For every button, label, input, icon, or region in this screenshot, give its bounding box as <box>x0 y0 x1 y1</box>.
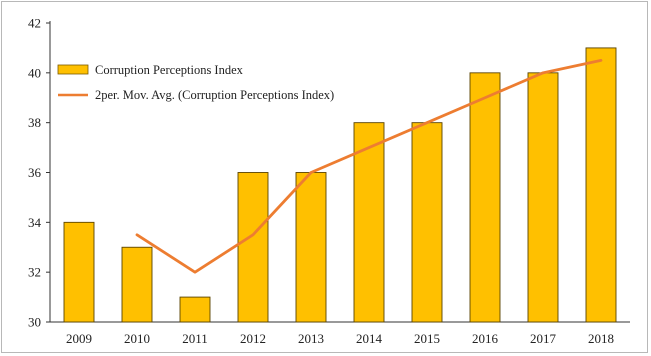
x-tick-label-2017: 2017 <box>530 331 557 346</box>
legend: Corruption Perceptions Index 2per. Mov. … <box>57 63 334 102</box>
bar-2009 <box>63 221 95 323</box>
bar-2016 <box>469 72 501 323</box>
x-tick-label-2014: 2014 <box>356 331 383 346</box>
moving-average-line <box>135 58 603 274</box>
x-tick-label-2018: 2018 <box>588 331 614 346</box>
bar-2014 <box>353 122 385 323</box>
y-tick-label: 38 <box>28 115 41 130</box>
moving-average-layer <box>135 58 603 274</box>
bar-2010 <box>121 246 153 323</box>
x-tick-label-2015: 2015 <box>414 331 440 346</box>
bar-2017 <box>527 72 559 323</box>
y-tick-label: 42 <box>28 16 41 31</box>
bar-2011 <box>179 296 211 323</box>
x-tick-label-2009: 2009 <box>66 331 92 346</box>
legend-swatch-bar <box>57 64 89 75</box>
bar-2013 <box>295 172 327 323</box>
legend-label-line: 2per. Mov. Avg. (Corruption Perceptions … <box>95 88 334 102</box>
x-tick-label-2016: 2016 <box>472 331 499 346</box>
bar-2018 <box>585 47 617 323</box>
y-tick-label: 34 <box>28 215 42 230</box>
y-tick-label: 30 <box>28 315 41 330</box>
y-tick-label: 40 <box>28 65 41 80</box>
y-tick-label: 32 <box>28 265 41 280</box>
bar-2015 <box>411 122 443 323</box>
x-tick-label-2011: 2011 <box>182 331 208 346</box>
x-axis-ticks: 2009 2010 2011 2012 2013 2014 2015 2016 2017 2018 <box>66 331 614 346</box>
y-tick-label: 36 <box>28 165 42 180</box>
x-tick-label-2013: 2013 <box>298 331 324 346</box>
legend-label-bar: Corruption Perceptions Index <box>95 63 244 77</box>
x-tick-label-2010: 2010 <box>124 331 150 346</box>
bars <box>63 47 617 323</box>
bar-2012 <box>237 172 269 323</box>
y-axis-ticks: 30 32 34 36 38 40 42 <box>28 16 50 330</box>
x-tick-label-2012: 2012 <box>240 331 266 346</box>
